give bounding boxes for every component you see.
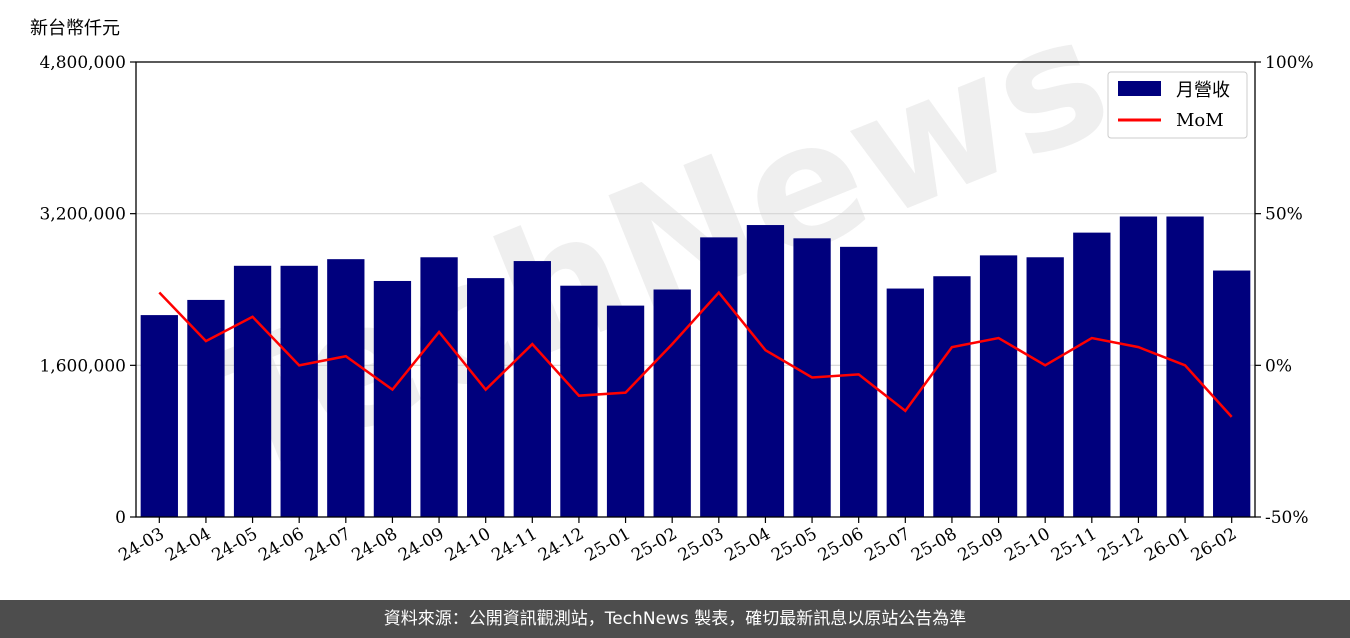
- bar-25-01: [606, 305, 645, 517]
- bar-26-02: [1213, 270, 1251, 517]
- right-tick-label: 0%: [1265, 356, 1292, 376]
- x-tick-label: 25-03: [675, 524, 727, 566]
- x-tick-label: 24-12: [535, 524, 587, 566]
- bar-25-06: [840, 246, 878, 517]
- x-axis: 24-0324-0424-0524-0624-0724-0824-0924-10…: [115, 517, 1240, 566]
- bar-25-07: [886, 288, 924, 517]
- left-tick-label: 4,800,000: [39, 53, 126, 73]
- bar-25-10: [1026, 257, 1064, 517]
- unit-label: 新台幣仟元: [30, 18, 120, 39]
- bar-24-11: [513, 261, 551, 517]
- legend-line-label: MoM: [1176, 110, 1224, 131]
- right-tick-label: 50%: [1265, 205, 1303, 225]
- plot-frame: [135, 61, 1256, 518]
- bar-24-10: [467, 278, 505, 517]
- bar-series: [140, 216, 1251, 518]
- right-tick-label: -50%: [1265, 508, 1309, 528]
- mom-line: [158, 290, 1233, 418]
- footer-note: 資料來源：公開資訊觀測站，TechNews 製表，確切最新訊息以原站公告為準: [0, 600, 1350, 638]
- bar-24-03: [140, 315, 178, 517]
- x-tick-label: 25-10: [1001, 524, 1053, 566]
- left-tick-label: 3,200,000: [39, 205, 126, 225]
- x-tick-label: 25-08: [908, 524, 960, 566]
- bar-24-05: [233, 265, 272, 517]
- x-tick-label: 25-02: [628, 524, 680, 566]
- bar-24-08: [373, 280, 412, 517]
- right-tick-label: 100%: [1265, 53, 1314, 73]
- x-tick-label: 24-06: [255, 524, 307, 566]
- bar-24-09: [420, 257, 458, 517]
- bar-25-11: [1073, 232, 1111, 517]
- gridlines: [136, 213, 1255, 366]
- x-tick-label: 25-04: [721, 524, 773, 566]
- legend-bar-label: 月營收: [1176, 80, 1230, 101]
- x-tick-label: 25-06: [815, 524, 867, 566]
- x-tick-label: 26-01: [1141, 524, 1193, 566]
- x-tick-label: 24-03: [115, 524, 167, 566]
- x-tick-label: 24-04: [162, 524, 214, 566]
- bar-24-04: [187, 299, 225, 517]
- bar-25-12: [1119, 216, 1158, 517]
- x-tick-label: 24-07: [302, 524, 354, 566]
- x-tick-label: 25-07: [861, 524, 913, 566]
- left-axis: 0 1,600,000 3,200,000 4,800,000: [39, 53, 136, 528]
- x-tick-label: 26-02: [1188, 524, 1240, 566]
- x-tick-label: 24-08: [348, 524, 400, 566]
- x-tick-label: 25-09: [955, 524, 1007, 566]
- left-tick-label: 0: [115, 508, 126, 528]
- right-axis: -50% 0% 50% 100%: [1255, 53, 1314, 528]
- bar-24-07: [327, 259, 365, 517]
- left-tick-label: 1,600,000: [39, 356, 126, 376]
- x-tick-label: 25-11: [1048, 524, 1100, 566]
- bar-24-12: [560, 285, 598, 517]
- bar-25-04: [746, 225, 785, 517]
- legend-bar-swatch: [1118, 81, 1161, 96]
- bar-25-09: [979, 255, 1018, 517]
- x-tick-label: 24-11: [488, 524, 540, 566]
- x-tick-label: 25-01: [582, 524, 634, 566]
- bar-25-02: [653, 289, 691, 517]
- x-tick-label: 24-05: [209, 524, 261, 566]
- x-tick-label: 24-10: [442, 524, 494, 566]
- x-tick-label: 24-09: [395, 524, 447, 566]
- bar-24-06: [280, 265, 318, 517]
- bar-25-08: [933, 276, 971, 517]
- x-tick-label: 25-12: [1094, 524, 1146, 566]
- x-tick-label: 25-05: [768, 524, 820, 566]
- bar-25-03: [700, 237, 738, 518]
- legend: 月營收 MoM: [1107, 71, 1248, 139]
